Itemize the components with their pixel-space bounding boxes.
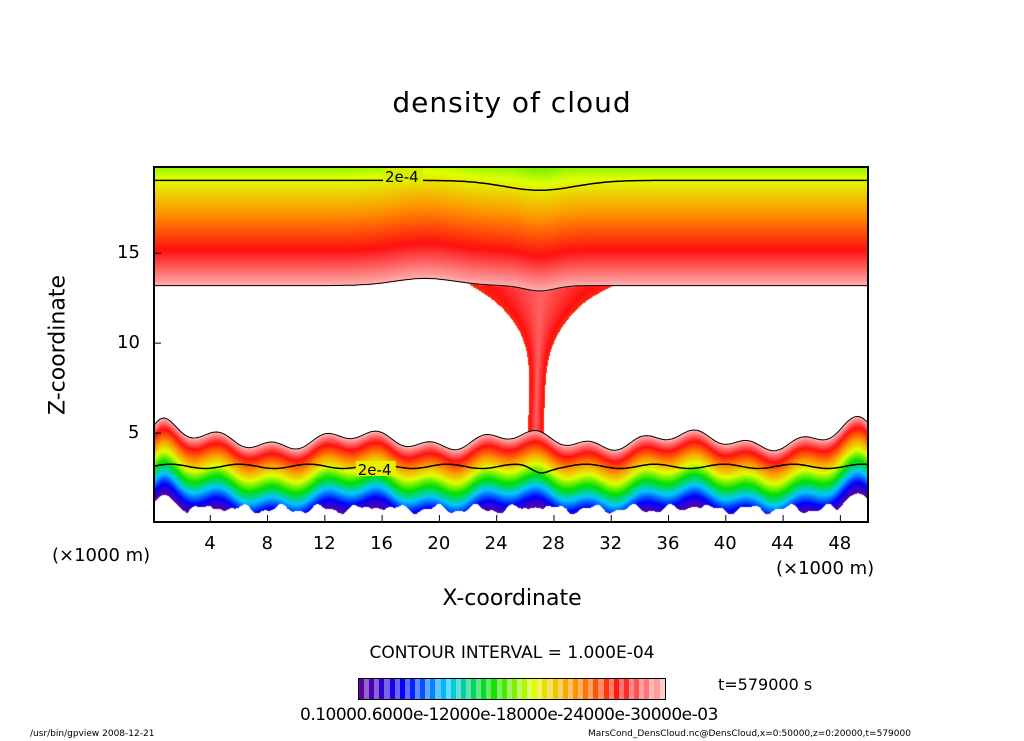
colorbar-swatch: [532, 679, 538, 699]
footer-left: /usr/bin/gpview 2008-12-21: [30, 729, 155, 739]
contour-label: 2e-4: [385, 168, 419, 186]
colorbar-swatch: [465, 679, 472, 699]
colorbar-swatch: [593, 679, 599, 699]
colorbar-swatch: [440, 679, 446, 699]
x-tick-label: 8: [261, 533, 273, 554]
colorbar-swatch: [623, 679, 629, 699]
contour-label-bg: [355, 461, 396, 477]
colorbar-swatch: [628, 679, 635, 699]
colorbar-swatch: [522, 679, 528, 699]
x-unit-right: (×1000 m): [776, 558, 875, 579]
colorbar-swatch: [481, 679, 487, 699]
colorbar-swatch: [374, 679, 380, 699]
colorbar-swatch: [450, 679, 456, 699]
x-tick-label: 40: [713, 533, 737, 554]
colorbar-swatch: [404, 679, 410, 699]
colorbar-swatch: [634, 679, 640, 699]
colorbar-swatch: [460, 679, 466, 699]
y-tick-label: 5: [128, 422, 140, 444]
colorbar-swatch: [399, 679, 405, 699]
colorbar-swatch: [425, 679, 431, 699]
colorbar-swatch: [567, 679, 573, 699]
y-tick-label: 15: [117, 242, 140, 264]
colorbar-swatch: [435, 679, 441, 699]
x-tick-label: 24: [484, 533, 508, 554]
colorbar-swatch: [506, 679, 512, 699]
colorbar-labels: 0.10000.6000e-12000e-18000e-24000e-30000…: [300, 705, 718, 725]
colorbar-swatch: [578, 679, 584, 699]
colorbar-swatch: [359, 679, 365, 699]
colorbar-swatch: [389, 679, 395, 699]
colorbar-swatch: [659, 679, 665, 699]
colorbar-swatch: [415, 679, 421, 699]
x-tick-label: 48: [828, 533, 852, 554]
colorbar-swatch: [618, 679, 624, 699]
plot-area: 2e-4 2e-4: [153, 166, 869, 527]
colorbar-swatch: [537, 679, 543, 699]
colorbar-swatch: [644, 679, 650, 699]
colorbar-swatch: [476, 679, 482, 699]
time-label: t=579000 s: [718, 675, 813, 694]
colorbar-swatch: [527, 679, 533, 699]
contour-overlay: 2e-4 2e-4: [153, 166, 869, 523]
x-tick-label: 12: [312, 533, 336, 554]
x-tick-label: 36: [656, 533, 680, 554]
colorbar-swatch: [455, 679, 461, 699]
x-tick-label: 44: [771, 533, 794, 554]
contour-line-lower: [153, 463, 869, 474]
colorbar-swatch: [588, 679, 594, 699]
contour-label-bg: [382, 167, 423, 183]
colorbar-swatch: [420, 679, 426, 699]
colorbar-swatch: [496, 679, 502, 699]
colorbar-swatch: [639, 679, 645, 699]
x-tick-label: 28: [541, 533, 565, 554]
density-field: [153, 166, 869, 523]
colorbar-swatch: [501, 679, 507, 699]
colorbar-swatch: [409, 679, 416, 699]
cloud-edge-upper: [153, 277, 869, 292]
cloud-edge-lower: [153, 415, 869, 452]
contour-line-upper: [153, 179, 869, 192]
colorbar-swatch: [369, 679, 375, 699]
x-unit-left: (×1000 m): [52, 545, 151, 566]
x-axis-label: X-coordinate: [442, 586, 582, 611]
x-tick-label: 4: [204, 533, 216, 554]
colorbar-swatch: [598, 679, 604, 699]
colorbar-swatch: [486, 679, 492, 699]
colorbar-swatch: [379, 679, 385, 699]
colorbar-swatch: [583, 679, 589, 699]
colorbar-swatch: [430, 679, 436, 699]
colorbar-swatch: [516, 679, 522, 699]
y-tick-label: 10: [117, 332, 140, 354]
contour-label: 2e-4: [358, 461, 392, 479]
colorbar-swatch: [572, 679, 579, 699]
colorbar-swatch: [608, 679, 614, 699]
plot-frame: [153, 166, 869, 523]
colorbar-swatch: [603, 679, 609, 699]
colorbar-swatch: [471, 679, 477, 699]
colorbar: [358, 678, 666, 700]
colorbar-swatch: [557, 679, 563, 699]
colorbar-swatch: [562, 679, 568, 699]
colorbar-swatch: [445, 679, 451, 699]
colorbar-swatch: [491, 679, 497, 699]
y-axis-label: Z-coordinate: [45, 275, 71, 415]
colorbar-swatch: [394, 679, 400, 699]
colorbar-swatch: [552, 679, 558, 699]
colorbar-swatch: [547, 679, 553, 699]
colorbar-swatch: [542, 679, 548, 699]
x-tick-label: 32: [599, 533, 623, 554]
x-tick-label: 16: [370, 533, 394, 554]
colorbar-swatch: [511, 679, 517, 699]
colorbar-swatch: [649, 679, 655, 699]
colorbar-swatch: [654, 679, 660, 699]
footer-right: MarsCond_DensCloud.nc@DensCloud,x=0:5000…: [588, 729, 911, 739]
contour-interval: CONTOUR INTERVAL = 1.000E-04: [369, 643, 655, 663]
x-tick-label: 20: [427, 533, 451, 554]
colorbar-swatch: [613, 679, 619, 699]
chart-title: density of cloud: [392, 86, 632, 119]
colorbar-swatch: [364, 679, 370, 699]
colorbar-swatch: [384, 679, 390, 699]
